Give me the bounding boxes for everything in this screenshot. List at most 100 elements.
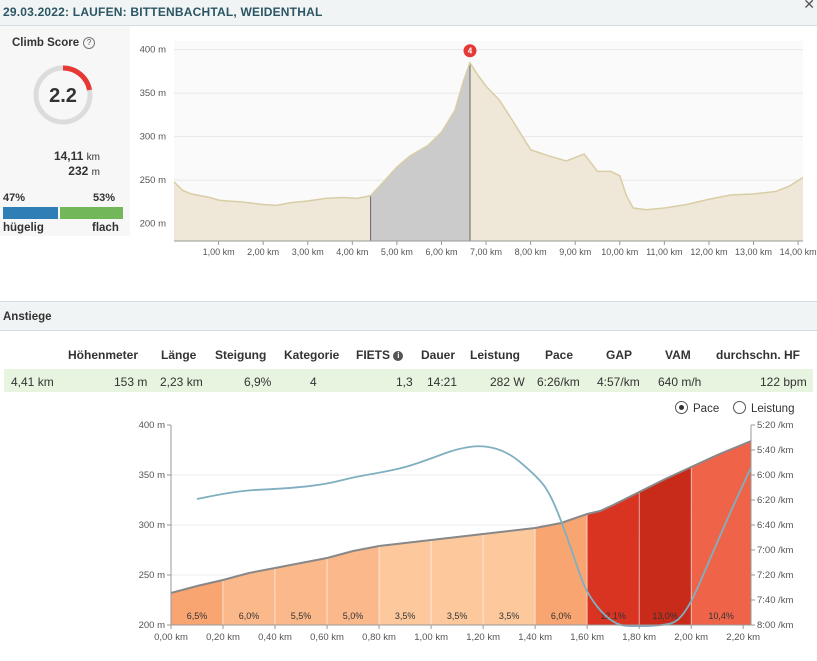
y2-tick-label: 5:40 /km: [757, 445, 794, 456]
x-tick-label: 4,00 km: [336, 247, 368, 257]
power-radio[interactable]: Leistung: [733, 401, 794, 415]
elevation-overview: Climb Score? 2.2 14,11 km 232 m 47% 53% …: [0, 26, 817, 299]
y-tick-label: 300 m: [140, 132, 166, 143]
climb-score-panel: Climb Score? 2.2 14,11 km 232 m 47% 53% …: [0, 26, 130, 236]
y-tick-label: 300 m: [139, 520, 165, 531]
y-tick-label: 350 m: [140, 88, 166, 99]
pace-radio-label: Pace: [693, 403, 720, 415]
close-icon[interactable]: ✕: [803, 0, 815, 12]
power-radio-label: Leistung: [751, 403, 795, 415]
grade-segment: [170, 579, 224, 626]
climb-marker-label: 4: [468, 47, 473, 56]
climbs-section-title: Anstiege: [3, 311, 52, 323]
activity-title-bar: 29.03.2022: LAUFEN: BITTENBACHTAL, WEIDE…: [0, 0, 817, 26]
cell-pace: 6:26/km: [537, 375, 580, 389]
x-tick-label: 2,20 km: [726, 632, 760, 643]
grade-segment: [378, 539, 432, 626]
x-tick-label: 1,20 km: [466, 632, 500, 643]
grade-segment: [534, 513, 588, 626]
col-header-length[interactable]: Länge: [161, 348, 197, 362]
flat-percent: 53%: [93, 192, 116, 204]
climb-score-label: Climb Score?: [12, 37, 96, 49]
y-tick-label: 400 m: [139, 420, 165, 431]
x-tick-label: 3,00 km: [292, 247, 324, 257]
x-tick-label: 10,00 km: [601, 247, 638, 257]
col-header-gap[interactable]: GAP: [606, 348, 633, 362]
y2-tick-label: 6:40 /km: [757, 520, 794, 531]
info-icon[interactable]: i: [393, 351, 404, 361]
grade-segment: [586, 491, 640, 626]
hilly-bar: [3, 207, 58, 219]
grade-segment: [222, 567, 276, 626]
col-header-duration[interactable]: Dauer: [421, 348, 456, 362]
col-header-elevation-gain[interactable]: Höhenmeter: [68, 348, 139, 362]
x-tick-label: 2,00 km: [674, 632, 708, 643]
pace-radio[interactable]: Pace: [675, 401, 719, 415]
elevation-value: 232: [68, 164, 89, 178]
x-tick-label: 2,00 km: [247, 247, 279, 257]
cell-category: 4: [310, 375, 317, 389]
y-tick-label: 350 m: [139, 470, 165, 481]
cell-fiets: 1,3: [396, 375, 413, 389]
table-row[interactable]: [4, 369, 813, 392]
y-tick-label: 200 m: [140, 219, 166, 230]
cell-start: 4,41 km: [11, 375, 54, 389]
cell-avg-hr: 122 bpm: [760, 375, 807, 389]
help-icon[interactable]: ?: [83, 37, 96, 49]
distance-value: 14,11: [53, 149, 84, 163]
pace-radio-button[interactable]: [675, 401, 688, 414]
y-tick-label: 250 m: [139, 570, 165, 581]
y2-tick-label: 7:40 /km: [757, 595, 794, 606]
x-tick-label: 9,00 km: [559, 247, 591, 257]
cell-duration: 14:21: [427, 375, 458, 389]
elevation-unit: m: [91, 167, 100, 178]
y2-tick-label: 6:00 /km: [757, 470, 794, 481]
flat-bar: [60, 207, 123, 219]
x-tick-label: 7,00 km: [470, 247, 502, 257]
grade-segment: [482, 527, 536, 626]
y2-tick-label: 8:00 /km: [757, 620, 794, 631]
y2-tick-label: 6:20 /km: [757, 495, 794, 506]
col-header-category[interactable]: Kategorie: [284, 348, 340, 362]
x-tick-label: 1,60 km: [570, 632, 604, 643]
x-tick-label: 1,00 km: [203, 247, 235, 257]
x-tick-label: 13,00 km: [735, 247, 772, 257]
grade-label: 3,5%: [499, 611, 520, 621]
elevation-area: [174, 62, 803, 242]
power-radio-button[interactable]: [733, 401, 746, 414]
grade-label: 10,4%: [708, 611, 734, 621]
elevation-line: [173, 61, 804, 211]
hilly-label: hügelig: [3, 222, 44, 234]
grade-segment: [638, 466, 692, 626]
climb-score-gauge: 2.2: [33, 65, 93, 125]
climb-marker: [463, 44, 477, 58]
col-header-vam[interactable]: VAM: [665, 348, 691, 362]
cell-grade: 6,9%: [244, 375, 272, 389]
x-tick-label: 0,60 km: [310, 632, 344, 643]
distance-unit: km: [86, 152, 100, 163]
x-tick-label: 0,00 km: [154, 632, 188, 643]
col-header-grade[interactable]: Steigung: [215, 348, 267, 362]
grade-label: 3,5%: [395, 611, 416, 621]
col-header-pace[interactable]: Pace: [545, 348, 574, 362]
y2-tick-label: 7:20 /km: [757, 570, 794, 581]
x-tick-label: 8,00 km: [515, 247, 547, 257]
cell-gap: 4:57/km: [597, 375, 640, 389]
col-header-power[interactable]: Leistung: [470, 348, 520, 362]
x-tick-label: 12,00 km: [690, 247, 727, 257]
x-tick-label: 0,80 km: [362, 632, 396, 643]
flat-label: flach: [92, 222, 119, 234]
y2-tick-label: 5:20 /km: [757, 420, 794, 431]
y-tick-label: 400 m: [140, 45, 166, 56]
grade-label: 6,0%: [551, 611, 572, 621]
grade-segment: [274, 557, 328, 626]
col-header-fiets[interactable]: FIETS i: [356, 348, 404, 362]
hilly-percent: 47%: [3, 192, 26, 204]
elevation-summary: 232 m: [20, 164, 100, 178]
col-header-avg-hr[interactable]: durchschn. HF: [716, 348, 801, 362]
y2-tick-label: 7:00 /km: [757, 545, 794, 556]
cell-length: 2,23 km: [160, 375, 203, 389]
grade-segment: [430, 533, 484, 626]
x-tick-label: 6,00 km: [425, 247, 457, 257]
x-tick-label: 0,20 km: [206, 632, 240, 643]
